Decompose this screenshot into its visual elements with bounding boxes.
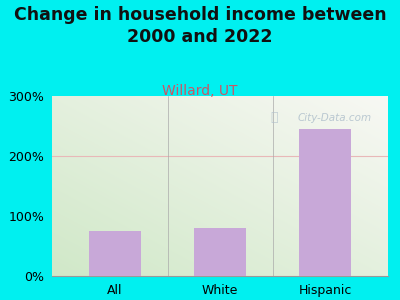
Bar (299, 129, 351, 276)
Text: Willard, UT: Willard, UT (162, 84, 238, 98)
Text: City-Data.com: City-Data.com (297, 112, 372, 123)
Text: ⦿: ⦿ (270, 111, 278, 124)
Text: Change in household income between
2000 and 2022: Change in household income between 2000 … (14, 6, 386, 46)
Bar (194, 228, 246, 276)
Bar (89, 231, 141, 276)
